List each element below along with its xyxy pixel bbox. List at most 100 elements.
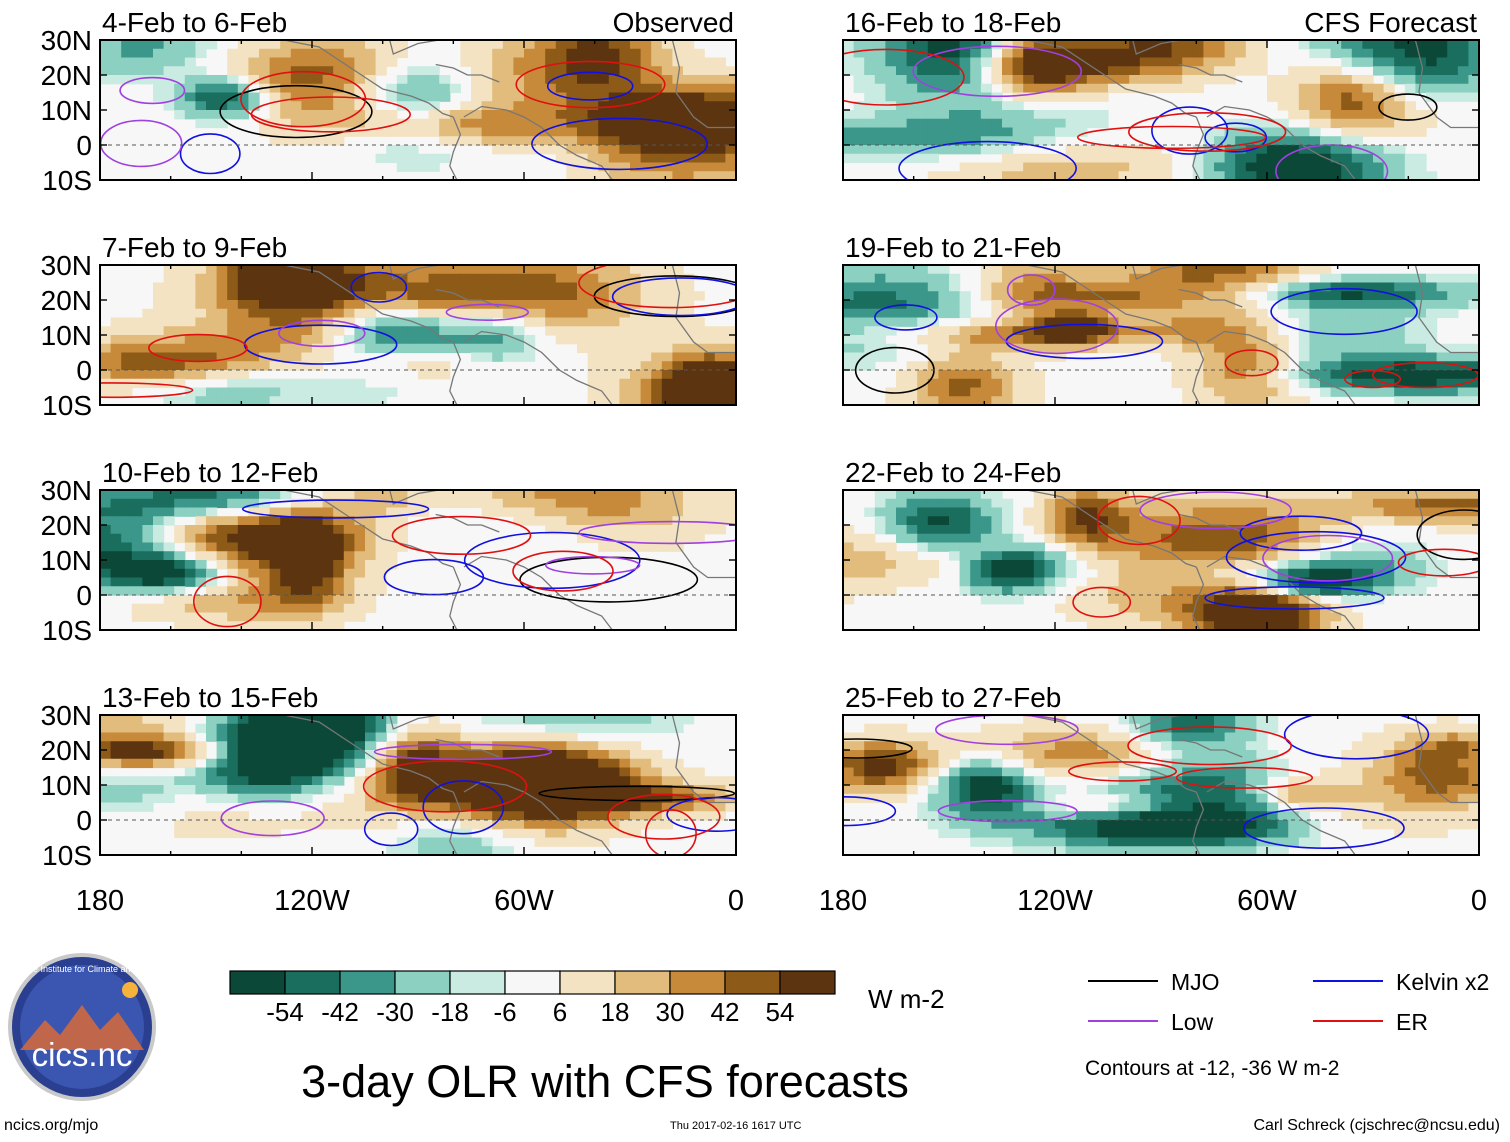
olr-cell — [896, 136, 908, 146]
olr-cell — [1277, 542, 1289, 552]
olr-cell — [1139, 171, 1151, 180]
olr-cell — [290, 595, 302, 605]
olr-cell — [630, 525, 642, 535]
olr-cell — [301, 577, 313, 587]
olr-cell — [1139, 83, 1151, 94]
olr-cell — [534, 802, 546, 812]
olr-cell — [1044, 516, 1056, 526]
olr-cell — [163, 793, 175, 804]
olr-cell — [206, 612, 218, 622]
olr-cell — [365, 396, 377, 405]
olr-cell — [418, 498, 430, 509]
olr-cell — [693, 361, 705, 371]
olr-cell — [312, 282, 324, 292]
olr-cell — [640, 136, 652, 146]
olr-cell — [980, 586, 992, 596]
olr-cell — [259, 560, 271, 570]
contour-er — [362, 760, 528, 813]
olr-cell — [153, 490, 165, 500]
olr-cell — [471, 732, 483, 742]
olr-cell — [1426, 352, 1438, 362]
olr-cell — [566, 525, 578, 535]
olr-cell — [524, 828, 536, 839]
olr-cell — [651, 378, 663, 389]
olr-cell — [227, 723, 239, 734]
olr-cell — [396, 758, 408, 769]
olr-cell — [524, 300, 536, 310]
contour-er — [100, 382, 194, 399]
olr-cell — [248, 568, 260, 579]
olr-cell — [1214, 317, 1226, 327]
olr-cell — [608, 723, 620, 734]
olr-cell — [1097, 66, 1109, 76]
olr-cell — [460, 758, 472, 769]
olr-cell — [121, 577, 133, 587]
olr-cell — [1161, 75, 1173, 85]
coastline — [283, 40, 454, 118]
olr-cell — [651, 101, 663, 111]
olr-cell — [864, 317, 876, 327]
olr-cell — [396, 767, 408, 777]
olr-cell — [661, 820, 673, 830]
olr-cell — [259, 291, 271, 301]
olr-cell — [534, 507, 546, 517]
olr-cell — [598, 110, 610, 120]
olr-cell — [1341, 525, 1353, 535]
olr-cell — [885, 300, 897, 310]
olr-cell — [312, 291, 324, 301]
olr-cell — [1161, 57, 1173, 67]
olr-cell — [725, 516, 736, 526]
olr-cell — [131, 516, 143, 526]
olr-cell — [949, 66, 961, 76]
olr-cell — [853, 300, 865, 310]
olr-cell — [153, 750, 165, 760]
olr-cell — [1129, 145, 1141, 155]
olr-cell — [1362, 48, 1374, 59]
olr-cell — [386, 846, 398, 855]
olr-cell — [1002, 153, 1014, 164]
olr-cell — [714, 118, 726, 129]
olr-cell — [428, 265, 440, 275]
olr-cell — [100, 776, 112, 786]
olr-cell — [1203, 516, 1215, 526]
olr-cell — [1097, 516, 1109, 526]
olr-cell — [1341, 153, 1353, 164]
olr-cell — [917, 516, 929, 526]
olr-cell — [1457, 57, 1469, 67]
olr-cell — [1436, 300, 1448, 310]
olr-cell — [354, 273, 366, 284]
olr-cell — [843, 40, 855, 50]
olr-cell — [1383, 498, 1395, 509]
olr-cell — [991, 291, 1003, 301]
olr-cell — [333, 533, 345, 544]
olr-cell — [418, 361, 430, 371]
olr-cell — [1341, 335, 1353, 345]
olr-cell — [1192, 586, 1204, 596]
olr-cell — [269, 560, 281, 570]
olr-cell — [396, 811, 408, 821]
olr-cell — [1108, 343, 1120, 354]
olr-cell — [290, 603, 302, 614]
olr-cell — [1298, 66, 1310, 76]
olr-cell — [1362, 326, 1374, 336]
olr-cell — [142, 785, 154, 795]
olr-cell — [1108, 551, 1120, 561]
olr-cell — [1341, 551, 1353, 561]
olr-cell — [269, 516, 281, 526]
olr-cell — [1108, 171, 1120, 180]
olr-cell — [227, 335, 239, 345]
olr-cell — [555, 153, 567, 164]
olr-cell — [917, 370, 929, 380]
olr-cell — [1086, 525, 1098, 535]
olr-cell — [1129, 48, 1141, 59]
olr-cell — [853, 265, 865, 275]
olr-cell — [1086, 490, 1098, 500]
olr-cell — [927, 387, 939, 397]
olr-cell — [396, 40, 408, 50]
olr-cell — [1139, 507, 1151, 517]
olr-cell — [1192, 317, 1204, 327]
olr-cell — [343, 378, 355, 389]
olr-cell — [1277, 136, 1289, 146]
olr-cell — [587, 335, 599, 345]
olr-cell — [1171, 577, 1183, 587]
